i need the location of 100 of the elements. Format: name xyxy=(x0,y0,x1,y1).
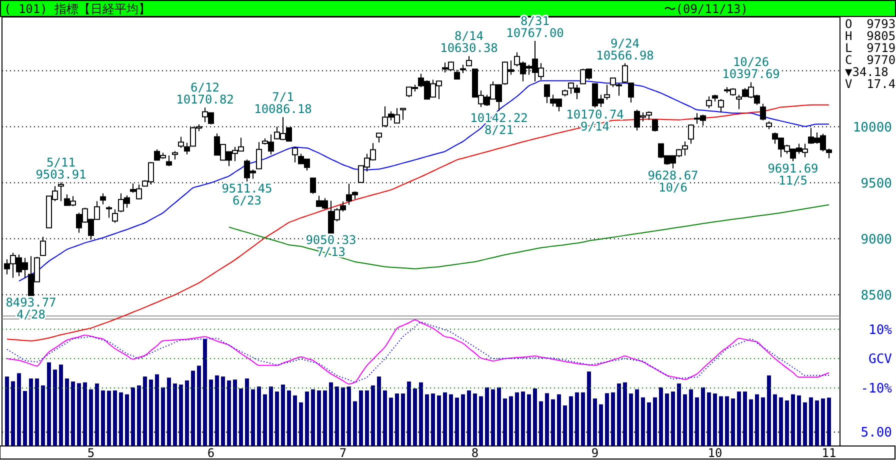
bar xyxy=(377,376,381,446)
bar xyxy=(281,384,285,446)
bar xyxy=(677,383,681,446)
bar xyxy=(515,392,519,446)
x-tick-label: 8 xyxy=(471,446,479,460)
bar xyxy=(773,394,777,446)
y-tick-label: 10000 xyxy=(852,120,892,136)
bar xyxy=(479,396,483,446)
annotation: 8/14 10630.38 xyxy=(440,29,498,56)
y-tick-label: GCV xyxy=(868,352,892,368)
annotation: 8/31 10767.00 xyxy=(506,14,564,40)
candlestick xyxy=(760,103,766,121)
candlestick xyxy=(100,192,106,205)
bar xyxy=(83,382,87,446)
text: C 9770 xyxy=(845,53,896,67)
bar xyxy=(47,362,51,446)
bar xyxy=(671,392,675,446)
bar xyxy=(539,401,543,446)
bar xyxy=(527,394,531,446)
bar xyxy=(509,396,513,446)
bar xyxy=(665,393,669,446)
text: O 9793 xyxy=(845,17,896,31)
bar xyxy=(215,375,219,446)
candlestick xyxy=(400,108,406,120)
bar xyxy=(689,389,693,446)
bar xyxy=(101,390,105,446)
bar xyxy=(731,398,735,446)
bar xyxy=(71,382,75,446)
bar xyxy=(335,386,339,446)
bar xyxy=(191,370,195,446)
bar xyxy=(263,394,267,446)
candlestick xyxy=(628,82,634,103)
chart-subtitle: 〜(09/11/13) xyxy=(664,2,748,16)
bar xyxy=(641,397,645,446)
bar xyxy=(779,397,783,446)
bar xyxy=(575,392,579,446)
candlestick xyxy=(622,62,628,84)
bar xyxy=(299,402,303,446)
bar xyxy=(257,386,261,446)
bar xyxy=(485,387,489,446)
candlestick xyxy=(706,96,712,109)
x-tick-label: 10 xyxy=(708,446,722,460)
bar xyxy=(815,400,819,446)
bar xyxy=(359,390,363,446)
bar xyxy=(635,389,639,446)
bar xyxy=(419,382,423,446)
bar xyxy=(155,374,159,446)
bar xyxy=(59,364,63,446)
bar xyxy=(749,399,753,446)
bar xyxy=(683,394,687,446)
bar xyxy=(413,388,417,446)
bar xyxy=(785,400,789,446)
bar xyxy=(701,387,705,446)
x-tick-label: 11 xyxy=(822,446,836,460)
candlestick xyxy=(718,98,724,113)
bar xyxy=(383,390,387,446)
bar xyxy=(605,393,609,446)
annotation: 8493.77 4/28 xyxy=(6,295,56,322)
text: V 17.4 xyxy=(845,77,896,91)
bar xyxy=(329,382,333,446)
candlestick xyxy=(292,146,298,163)
bar xyxy=(647,402,651,446)
bar xyxy=(743,392,747,446)
bar xyxy=(545,393,549,446)
bar xyxy=(581,392,585,446)
bar xyxy=(551,399,555,446)
text: L 9719 xyxy=(845,41,896,55)
bar xyxy=(137,385,141,446)
y-tick-label: 10% xyxy=(868,322,892,338)
bar xyxy=(53,370,57,446)
bar xyxy=(599,404,603,446)
candlestick xyxy=(106,206,112,218)
annotation: 7/1 10086.18 xyxy=(254,90,312,116)
bar xyxy=(17,373,21,446)
bar xyxy=(455,398,459,446)
chart-title: ( 101) 指標【日経平均】 xyxy=(4,2,151,16)
bar xyxy=(431,393,435,446)
y-tick-label: -10% xyxy=(860,382,892,397)
bar xyxy=(611,392,615,446)
bar xyxy=(767,375,771,446)
bar xyxy=(407,382,411,446)
bar xyxy=(239,388,243,446)
bar xyxy=(221,376,225,446)
bar xyxy=(311,389,315,446)
bar xyxy=(725,396,729,446)
bar xyxy=(293,395,297,446)
bar xyxy=(809,397,813,446)
bar xyxy=(791,394,795,446)
annotation: 9511.45 6/23 xyxy=(222,181,272,208)
bar xyxy=(107,390,111,446)
candlestick xyxy=(466,56,472,66)
bar xyxy=(557,394,561,446)
bar xyxy=(185,380,189,446)
bar xyxy=(347,386,351,446)
bar xyxy=(437,395,441,446)
x-tick-label: 6 xyxy=(207,446,215,460)
candlestick xyxy=(184,142,190,155)
bar xyxy=(197,366,201,446)
bar xyxy=(713,393,717,446)
annotation: 9/24 10566.98 xyxy=(596,36,654,62)
